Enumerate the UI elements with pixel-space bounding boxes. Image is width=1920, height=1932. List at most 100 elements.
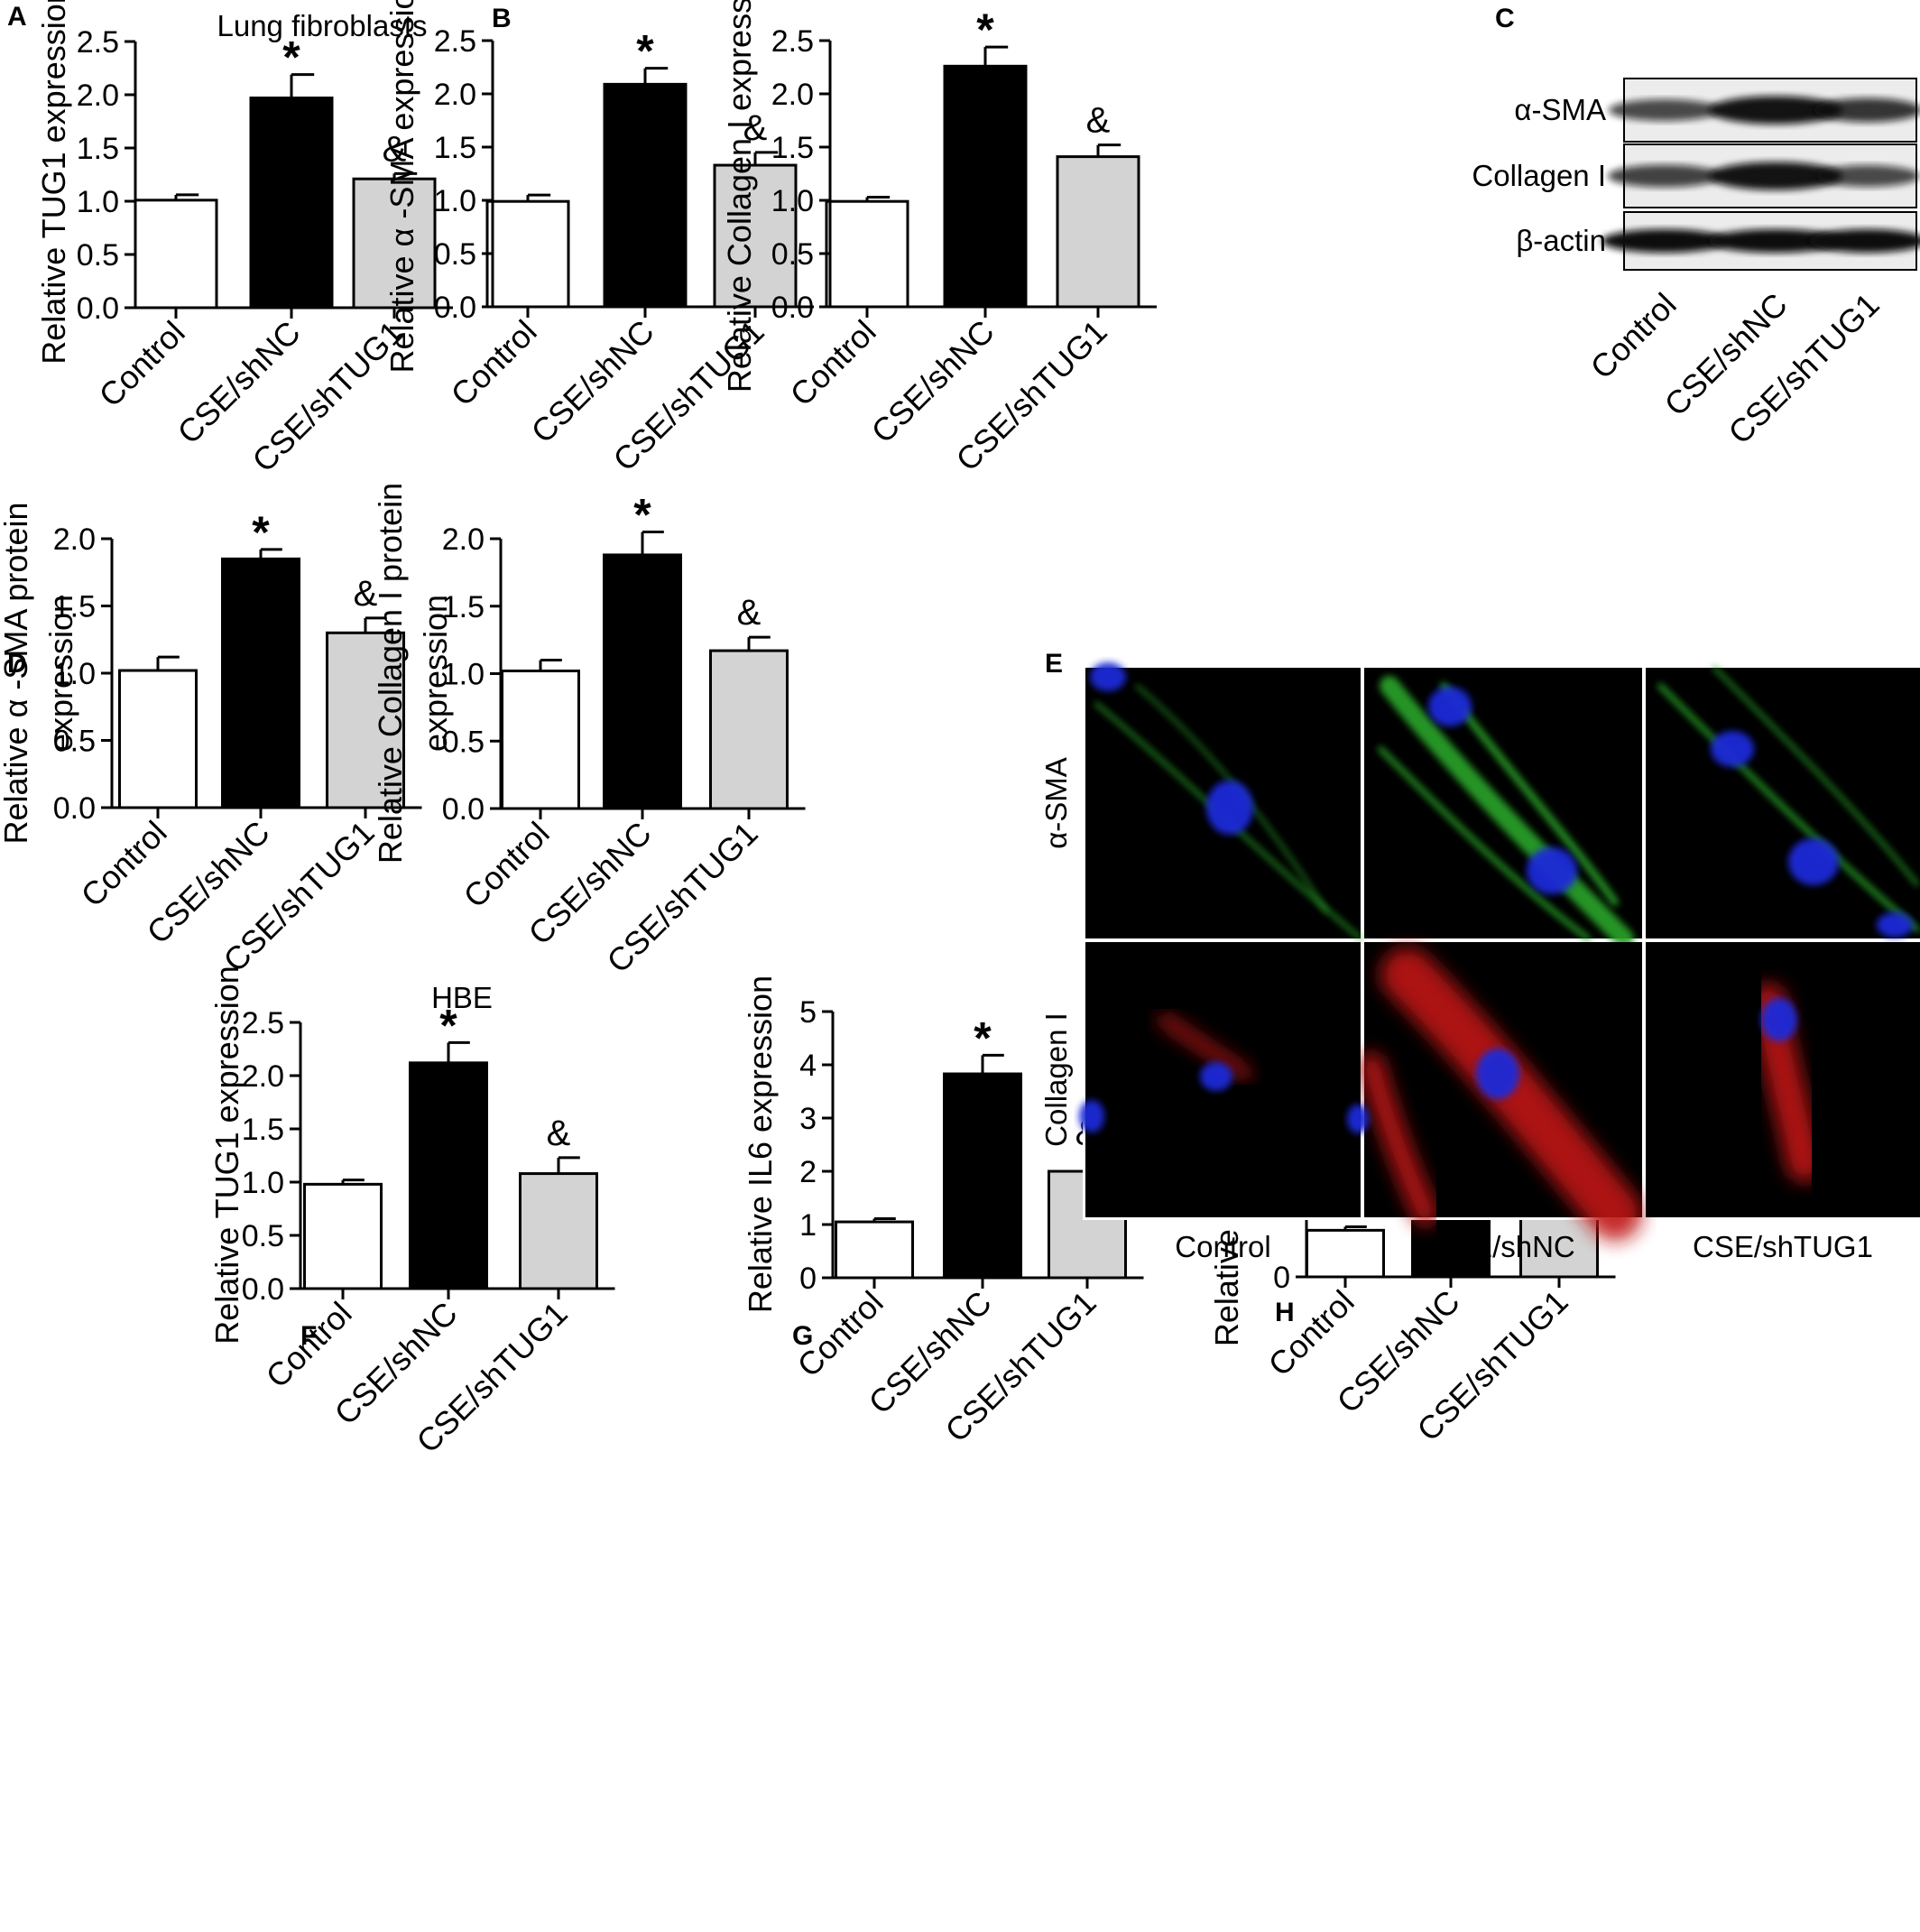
panel-letter-c: C [1495, 4, 1515, 33]
nucleus [1877, 912, 1913, 938]
bar-control [485, 199, 570, 309]
chart-b-collagen-expression: *&0.00.51.01.52.02.5ControlCSE/shNCCSE/s… [721, 0, 1157, 478]
y-tick-label: 1.5 [442, 590, 485, 624]
x-tick-label: Control [74, 814, 174, 914]
significance-star: * [252, 507, 270, 558]
significance-ampersand: & [737, 593, 762, 633]
y-tick-label: 0.5 [771, 237, 814, 272]
bar-control [303, 1182, 383, 1290]
significance-star: * [633, 490, 651, 541]
bar-cse-shtug1 [709, 649, 789, 810]
blot-band [1815, 165, 1920, 187]
y-tick-label: 2.0 [242, 1059, 284, 1094]
significance-ampersand: & [547, 1114, 571, 1153]
y-tick-label: 3 [799, 1102, 817, 1136]
y-axis-label: Relative IL6 expression [742, 975, 779, 1313]
alpha-sma-fiber [1380, 676, 1634, 948]
y-axis-label: expression [417, 595, 454, 752]
bar-cse-shnc [943, 64, 1028, 309]
y-tick-label: 2.5 [242, 1006, 284, 1040]
bar-control [835, 1220, 914, 1280]
y-tick-label: 2.0 [442, 522, 485, 557]
y-tick-label: 2.0 [434, 78, 476, 112]
nucleus [1079, 1100, 1104, 1132]
panel-letter-h-visible: H [1275, 1298, 1295, 1327]
y-tick-label: 0.0 [242, 1272, 284, 1307]
collagen-stain [1380, 948, 1642, 1241]
y-tick-label: 2 [799, 1155, 817, 1189]
alpha-sma-fiber [1712, 666, 1919, 886]
blot-row-label: β-actin [1516, 224, 1606, 257]
y-tick-label: 1 [799, 1208, 817, 1243]
micro-row-label: α-SMA [1039, 757, 1073, 849]
y-tick-label: 0.0 [771, 291, 814, 325]
micro-row-label: Collagen I [1039, 1012, 1073, 1147]
y-tick-label: 1.5 [434, 131, 476, 165]
y-tick-label: 1.5 [242, 1113, 284, 1147]
blot-band [1708, 162, 1843, 190]
significance-ampersand: & [354, 574, 378, 614]
blot-band [1809, 229, 1920, 253]
nucleus [1200, 1062, 1232, 1091]
y-tick-label: 2.5 [434, 24, 476, 59]
blot-band [1708, 96, 1843, 125]
y-axis-label: expression [42, 595, 79, 752]
y-tick-label: 0.0 [442, 792, 485, 827]
y-tick-label: 1.0 [442, 658, 485, 692]
y-tick-label: 1.0 [53, 657, 96, 691]
x-tick-label: Control [259, 1295, 359, 1395]
y-tick-label: 1.0 [77, 185, 119, 219]
nucleus [1761, 998, 1797, 1041]
y-tick-label: 4 [799, 1049, 817, 1083]
nucleus [1476, 1049, 1519, 1099]
chart-d-alpha-sma-protein: *&0.00.51.01.52.0ControlCSE/shNCCSE/shTU… [0, 503, 422, 979]
y-tick-label: 1.5 [771, 131, 814, 165]
bar-control [118, 669, 198, 809]
nucleus [1206, 781, 1253, 835]
nucleus [1788, 838, 1839, 885]
y-tick-label: 2.5 [77, 25, 119, 60]
blot-band [1608, 164, 1722, 188]
nucleus [1527, 847, 1577, 894]
bar-cse-shnc [603, 82, 688, 309]
chart-f-tug1-hbe: *&0.00.51.01.52.02.5ControlCSE/shNCCSE/s… [208, 966, 615, 1460]
y-tick-label: 0.5 [53, 725, 96, 759]
x-tick-label: Control [457, 815, 557, 915]
collagen-stain [1359, 1052, 1438, 1226]
y-tick-label: 2.5 [771, 24, 814, 59]
chart-d-collagen-protein: *&0.00.51.01.52.0ControlCSE/shNCCSE/shTU… [372, 483, 806, 980]
blot-band [1813, 97, 1920, 123]
nucleus [1711, 731, 1754, 767]
significance-star: * [974, 1012, 992, 1063]
bar-cse-shnc [221, 557, 300, 809]
y-tick-label: 1.5 [53, 590, 96, 624]
nucleus [1347, 1105, 1369, 1133]
bar-control [501, 670, 580, 810]
panel-letter-b: B [492, 4, 512, 33]
bar-cse-shnc [409, 1061, 488, 1290]
blot-row-label: Collagen I [1472, 159, 1606, 192]
significance-star: * [976, 5, 994, 55]
blot-lane-label: Control [1583, 286, 1684, 386]
bar-cse-shnc [249, 97, 334, 310]
y-axis-label: Relative α -SMA protein [0, 503, 34, 845]
blot-band [1608, 99, 1722, 121]
y-tick-label: 1.5 [77, 132, 119, 166]
y-tick-label: 5 [799, 995, 817, 1030]
y-tick-label: 0.5 [434, 237, 476, 272]
micro-column-label: CSE/shNC [1431, 1230, 1575, 1263]
y-tick-label: 0.0 [77, 291, 119, 326]
alpha-sma-fiber [1657, 683, 1920, 932]
y-tick-label: 1.0 [771, 184, 814, 218]
micro-column-label: Control [1175, 1230, 1270, 1263]
significance-star: * [439, 1000, 457, 1050]
bar-control [134, 199, 218, 310]
significance-ampersand: & [383, 129, 407, 169]
y-tick-label: 2.0 [771, 78, 814, 112]
bar-cse-shtug1 [1056, 155, 1140, 309]
bar-control [1306, 1228, 1385, 1279]
blot-row-label: α-SMA [1514, 93, 1606, 126]
y-tick-label: 0.0 [434, 291, 476, 325]
significance-ampersand: & [1086, 101, 1111, 141]
